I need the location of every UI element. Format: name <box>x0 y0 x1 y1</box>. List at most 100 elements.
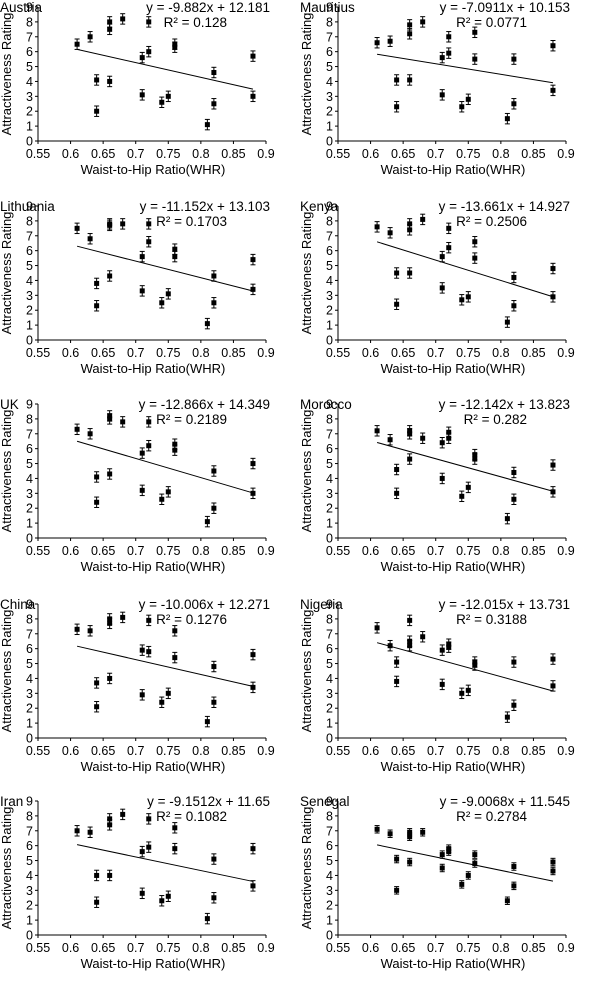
x-tick-label: 0.75 <box>456 941 480 955</box>
data-point <box>250 842 256 855</box>
y-tick-label: 6 <box>326 244 333 258</box>
data-point <box>504 896 510 905</box>
data-point <box>107 869 113 882</box>
data-marker <box>107 872 113 878</box>
x-tick-label: 0.6 <box>362 147 379 161</box>
data-point <box>439 437 445 449</box>
y-tick-label: 8 <box>26 809 33 823</box>
y-tick-label: 7 <box>326 30 333 44</box>
y-tick-label: 7 <box>26 627 33 641</box>
data-point <box>250 90 256 103</box>
data-marker <box>511 56 517 62</box>
data-marker <box>139 55 145 61</box>
y-tick-label: 6 <box>326 45 333 59</box>
data-point <box>94 869 100 882</box>
data-point <box>387 639 393 652</box>
data-point <box>250 648 256 661</box>
x-tick-label: 0.6 <box>362 744 379 758</box>
data-point <box>550 262 556 275</box>
y-tick-label: 3 <box>326 687 333 701</box>
data-point <box>165 687 171 700</box>
data-point <box>459 294 465 306</box>
data-marker <box>394 77 400 83</box>
x-tick-label: 0.6 <box>62 346 79 360</box>
data-point <box>387 227 393 239</box>
data-marker <box>120 16 126 22</box>
data-marker <box>211 856 217 862</box>
data-marker <box>459 690 465 696</box>
data-marker <box>159 699 165 705</box>
data-point <box>407 425 413 437</box>
data-point <box>407 614 413 627</box>
data-point <box>172 38 178 50</box>
data-point <box>94 896 100 908</box>
y-tick-label: 9 <box>26 398 33 412</box>
x-tick-label: 0.65 <box>91 346 115 360</box>
data-marker <box>159 99 165 105</box>
data-marker <box>550 683 556 689</box>
data-point <box>439 850 445 859</box>
data-point <box>511 881 517 891</box>
data-marker <box>439 647 445 653</box>
data-marker <box>511 864 517 870</box>
data-point <box>407 453 413 465</box>
x-tick-label: 0.7 <box>427 744 444 758</box>
data-marker <box>211 70 217 76</box>
data-point <box>407 635 413 647</box>
data-point <box>439 89 445 101</box>
data-point <box>439 678 445 691</box>
data-marker <box>204 321 210 327</box>
x-tick-label: 0.9 <box>557 744 574 758</box>
data-marker <box>465 294 471 300</box>
data-point <box>511 699 517 711</box>
y-tick-label: 9 <box>326 200 333 214</box>
x-tick-label: 0.9 <box>557 147 574 161</box>
data-marker <box>87 34 93 40</box>
panel-title: China <box>0 597 36 612</box>
data-marker <box>107 471 113 477</box>
data-point <box>511 466 517 479</box>
data-point <box>146 645 152 658</box>
data-marker <box>374 625 380 631</box>
x-tick-label: 0.85 <box>521 544 545 558</box>
data-marker <box>211 699 217 705</box>
data-marker <box>107 273 113 279</box>
x-tick-label: 0.75 <box>156 941 180 955</box>
data-point <box>211 465 217 477</box>
x-tick-label: 0.8 <box>492 147 509 161</box>
y-tick-label: 0 <box>26 732 33 746</box>
data-marker <box>374 40 380 46</box>
data-point <box>139 887 145 900</box>
y-tick-label: 8 <box>326 809 333 823</box>
y-tick-label: 8 <box>26 15 33 29</box>
y-tick-label: 4 <box>26 75 33 89</box>
x-tick-label: 0.6 <box>362 346 379 360</box>
data-point <box>74 423 80 436</box>
x-tick-label: 0.55 <box>26 346 50 360</box>
data-point <box>550 680 556 692</box>
data-marker <box>394 104 400 110</box>
y-tick-label: 3 <box>326 884 333 898</box>
data-marker <box>550 43 556 49</box>
x-axis-label: Waist-to-Hip Ratio(WHR) <box>81 162 226 177</box>
x-tick-label: 0.65 <box>391 941 415 955</box>
trendline-equation: y = -9.1512x + 11.65 <box>147 794 270 809</box>
data-point <box>204 317 210 330</box>
data-point <box>504 512 510 525</box>
x-tick-label: 0.55 <box>326 346 350 360</box>
data-marker <box>465 96 471 102</box>
data-point <box>374 37 380 49</box>
data-point <box>107 16 113 28</box>
data-marker <box>387 643 393 649</box>
data-marker <box>550 266 556 272</box>
data-point <box>250 487 256 500</box>
y-tick-label: 5 <box>326 457 333 471</box>
x-tick-label: 0.6 <box>362 941 379 955</box>
data-marker <box>94 680 100 686</box>
data-point <box>107 468 113 480</box>
